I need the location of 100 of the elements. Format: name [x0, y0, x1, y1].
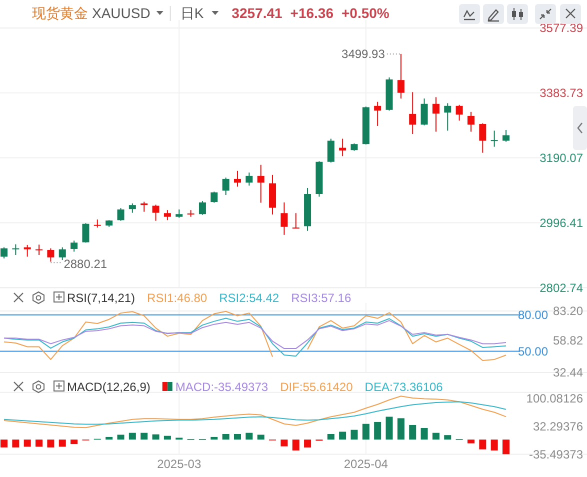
y-tick-label: 100.08126 — [526, 392, 584, 406]
candlestick — [117, 208, 124, 222]
x-tick-label: 2025-04 — [344, 457, 388, 472]
y-tick-label: 32.29376 — [532, 419, 584, 434]
bar — [420, 428, 428, 440]
candlestick — [479, 122, 486, 154]
series-label: DIF:55.61420 — [280, 380, 354, 394]
ref-line-label: 80.00 — [518, 308, 548, 322]
candlestick — [257, 164, 264, 204]
bar — [210, 436, 218, 440]
bar — [234, 434, 241, 440]
x-tick-label: 2025-03 — [157, 457, 202, 472]
text: 日K — [180, 5, 204, 21]
series-label: RSI3:57.16 — [291, 291, 352, 305]
bar — [362, 424, 370, 440]
line-series — [4, 318, 506, 357]
candlestick — [70, 240, 78, 252]
candlestick — [444, 102, 452, 132]
annotation: 2880.21 — [64, 256, 108, 271]
candlestick — [164, 210, 171, 221]
bar — [327, 434, 334, 440]
candlestick — [210, 191, 218, 204]
candlestick — [490, 130, 498, 148]
line-series — [4, 401, 506, 425]
bar — [467, 440, 474, 444]
chart-title: MACD(12,26,9) — [67, 380, 150, 394]
bar — [304, 440, 312, 448]
bar — [432, 432, 440, 440]
bar — [444, 435, 452, 440]
candlestick — [409, 92, 416, 135]
candlestick — [292, 212, 300, 230]
bar — [0, 440, 8, 448]
candlestick — [327, 138, 334, 164]
y-tick-label: 58.82 — [552, 334, 584, 348]
bar — [292, 440, 300, 450]
candlestick — [152, 204, 160, 222]
candlestick — [456, 104, 463, 122]
candlestick — [339, 138, 346, 157]
y-tick-label: 3577.39 — [540, 21, 584, 36]
bar — [479, 440, 486, 450]
y-tick-label: 3190.07 — [540, 151, 584, 165]
bar — [222, 434, 230, 440]
candlestick — [58, 246, 66, 261]
candlestick — [246, 172, 253, 186]
bar — [152, 434, 160, 440]
bar — [374, 422, 382, 440]
legend-label: MACD:-35.49373 — [175, 380, 268, 394]
candlestick — [280, 202, 288, 236]
candlestick — [47, 248, 54, 262]
bar — [106, 436, 113, 440]
bar — [339, 432, 346, 440]
bar — [117, 434, 124, 440]
candlestick — [12, 244, 20, 256]
candlestick — [24, 244, 31, 258]
bar — [58, 440, 66, 447]
y-tick-label: 2802.74 — [540, 280, 584, 295]
candlestick — [222, 177, 230, 196]
text: 3257.41 — [232, 5, 283, 21]
chart-title: 现货黄金 — [32, 5, 88, 21]
candlestick — [82, 222, 90, 244]
candlestick — [420, 98, 428, 126]
series-label: RSI2:54.42 — [219, 291, 280, 305]
text: +0.50% — [342, 5, 390, 21]
bar — [502, 440, 510, 454]
bar — [36, 440, 43, 447]
bar — [397, 418, 404, 440]
series-label: DEA:73.36106 — [364, 380, 444, 394]
bar — [386, 416, 393, 440]
bar — [47, 440, 54, 448]
bar — [164, 436, 171, 440]
bar — [70, 440, 78, 444]
bar — [409, 424, 416, 440]
bar — [257, 434, 264, 440]
series-label: RSI1:46.80 — [147, 291, 208, 305]
candlestick — [128, 202, 136, 214]
y-tick-label: 2996.41 — [540, 216, 584, 230]
chart-subtitle: XAUUSD — [92, 5, 150, 21]
text: +16.36 — [290, 5, 334, 21]
y-tick-label: 83.20 — [552, 304, 584, 318]
candlestick — [374, 101, 382, 126]
chart-title: RSI(7,14,21) — [67, 291, 136, 305]
y-tick-label: 3383.73 — [540, 86, 584, 100]
candlestick — [467, 111, 474, 132]
bar — [490, 440, 498, 450]
candlestick — [36, 244, 43, 256]
bar — [24, 440, 31, 447]
ref-line-label: 50.00 — [518, 344, 548, 358]
candlestick — [397, 53, 404, 100]
y-tick-label: -35.49373 — [528, 447, 584, 462]
candlestick — [198, 200, 206, 216]
annotation: 3499.93 — [342, 47, 386, 62]
candlestick — [234, 170, 241, 188]
y-tick-label: 32.44 — [552, 366, 584, 380]
candlestick — [432, 96, 440, 132]
bar — [246, 432, 253, 440]
candlestick — [0, 246, 8, 259]
candlestick — [502, 130, 510, 142]
bar — [350, 430, 358, 440]
bar — [128, 432, 136, 440]
bar — [12, 440, 20, 448]
